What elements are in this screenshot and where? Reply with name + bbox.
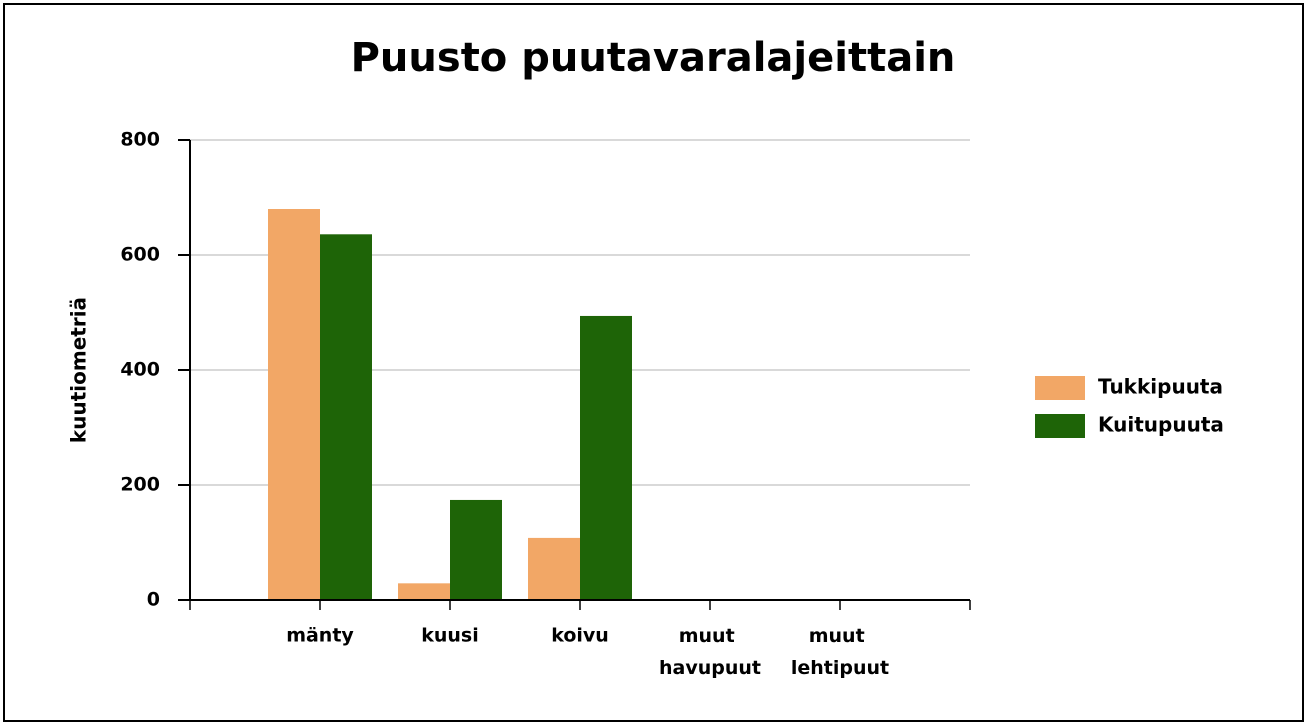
legend-label: Kuitupuuta xyxy=(1098,413,1224,437)
y-tick-label: 0 xyxy=(147,589,160,611)
x-tick-label: kuusi xyxy=(421,625,479,647)
bar xyxy=(398,583,450,600)
bar xyxy=(320,234,372,601)
bar xyxy=(268,209,320,600)
y-axis-label: kuutiometriä xyxy=(67,297,91,443)
bar xyxy=(450,499,502,600)
y-tick-label: 800 xyxy=(120,129,160,151)
legend-label: Tukkipuuta xyxy=(1098,375,1223,399)
bar xyxy=(580,315,632,600)
frame xyxy=(3,3,1304,722)
x-tick-label: muut havupuut xyxy=(659,625,761,679)
x-tick-label: muut lehtipuut xyxy=(791,625,889,679)
x-tick-label: mänty xyxy=(286,625,354,647)
bar xyxy=(528,537,580,600)
legend-swatch xyxy=(1035,414,1085,438)
x-tick-label: koivu xyxy=(551,625,609,647)
legend-swatch xyxy=(1035,376,1085,400)
y-tick-label: 200 xyxy=(120,474,160,496)
y-tick-label: 600 xyxy=(120,244,160,266)
chart-title: Puusto puutavaralajeittain xyxy=(351,35,956,81)
y-tick-label: 400 xyxy=(120,359,160,381)
